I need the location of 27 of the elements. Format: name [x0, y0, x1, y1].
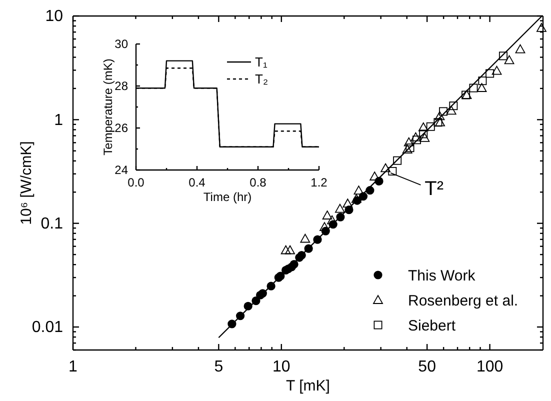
y-tick-label: 30	[114, 36, 128, 51]
y-axis-title: Temperature (mK)	[101, 58, 115, 156]
y-tick-label: 28	[114, 78, 128, 93]
legend-label: T₂	[255, 72, 268, 87]
x-tick-label: 0.8	[250, 176, 267, 190]
annotation: T²	[424, 178, 444, 200]
legend-label: Rosenberg et al.	[408, 292, 518, 310]
legend-label: T₁	[255, 54, 268, 70]
y-tick-label: 26	[114, 120, 128, 135]
y-tick-label: 24	[114, 162, 128, 177]
x-tick-label: 5	[214, 358, 224, 376]
x-tick-label: 0.4	[188, 176, 206, 190]
y-tick-label: 10	[45, 8, 64, 26]
x-tick-label: 1.2	[310, 176, 328, 190]
x-tick-label: 10	[272, 358, 290, 376]
x-tick-label: 1	[68, 358, 78, 376]
legend-label: This Work	[408, 267, 476, 284]
y-tick-label: 0.1	[40, 215, 64, 232]
y-axis-title: 10⁶ [W/cmK]	[18, 141, 35, 225]
x-axis-title: Time (hr)	[203, 190, 252, 204]
x-tick-label: 100	[476, 358, 504, 376]
legend-label: Siebert	[408, 317, 456, 334]
x-tick-label: 0.0	[128, 176, 145, 190]
y-tick-label: 0.01	[32, 319, 64, 336]
y-tick-label: 1	[54, 112, 64, 129]
x-tick-label: 50	[418, 358, 436, 376]
x-axis-title: T [mK]	[286, 377, 330, 394]
